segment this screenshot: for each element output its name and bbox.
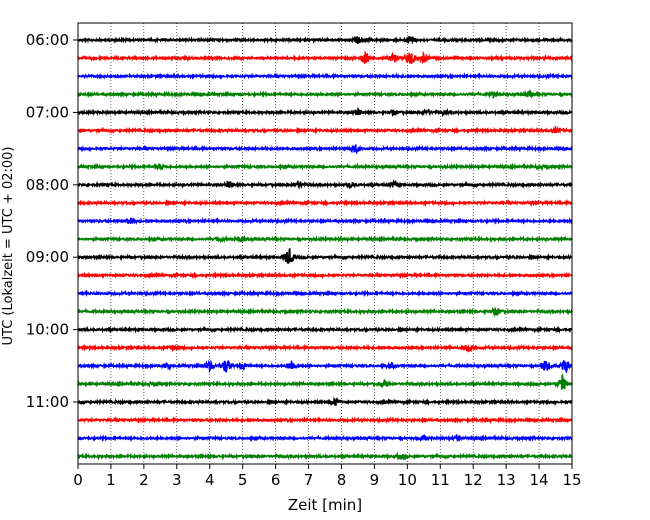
y-tick-label: 06:00: [26, 31, 69, 49]
y-tick-label: 09:00: [26, 248, 69, 266]
x-tick-label: 7: [304, 471, 314, 489]
x-tick-label: 13: [497, 471, 516, 489]
trace-line: [77, 179, 573, 191]
trace-line: [77, 144, 573, 156]
y-tick-label: 10:00: [26, 321, 69, 339]
y-tick-label: 11:00: [26, 393, 69, 411]
trace-group: [77, 35, 573, 462]
x-axis-label: Zeit [min]: [288, 496, 362, 514]
x-axis: 0 1 2 3 4 5 6 7 8 9 10 11 12 13 14 15: [73, 464, 582, 489]
y-axis: 06:00 07:00 08:00 09:00 10:00 11:00: [26, 31, 78, 411]
trace-line: [77, 162, 573, 172]
x-tick-label: 4: [205, 471, 215, 489]
trace-line: [77, 234, 573, 244]
x-tick-label: 3: [172, 471, 182, 489]
y-tick-label: 07:00: [26, 103, 69, 121]
trace-line: [77, 359, 573, 374]
trace-line: [77, 416, 573, 425]
trace-line: [77, 373, 573, 390]
x-tick-label: 5: [238, 471, 248, 489]
trace-line: [77, 396, 573, 407]
trace-line: [77, 50, 573, 65]
trace-line: [77, 289, 573, 298]
x-tick-label: 0: [73, 471, 83, 489]
y-axis-label: UTC (Lokalzeit = UTC + 02:00): [1, 147, 16, 346]
x-tick-label: 8: [337, 471, 347, 489]
trace-line: [77, 106, 573, 118]
x-tick-label: 14: [530, 471, 549, 489]
trace-line: [77, 216, 573, 225]
x-tick-label: 9: [370, 471, 380, 489]
trace-line: [77, 325, 573, 334]
x-tick-label: 10: [398, 471, 417, 489]
x-tick-label: 15: [562, 471, 581, 489]
x-tick-label: 2: [139, 471, 149, 489]
trace-line: [77, 198, 573, 208]
plot-frame: [77, 22, 573, 465]
x-tick-label: 11: [431, 471, 450, 489]
trace-line: [77, 35, 573, 45]
x-tick-label: 12: [464, 471, 483, 489]
trace-line: [77, 451, 573, 462]
plot-area: [78, 23, 572, 464]
trace-line: [77, 433, 573, 443]
trace-line: [77, 307, 573, 318]
trace-line: [77, 343, 573, 353]
trace-line: [77, 248, 573, 264]
y-tick-label: 08:00: [26, 176, 69, 194]
x-tick-label: 6: [271, 471, 281, 489]
trace-line: [77, 72, 573, 81]
trace-line: [77, 124, 573, 135]
trace-line: [77, 271, 573, 280]
x-tick-label: 1: [106, 471, 116, 489]
trace-line: [77, 89, 573, 100]
